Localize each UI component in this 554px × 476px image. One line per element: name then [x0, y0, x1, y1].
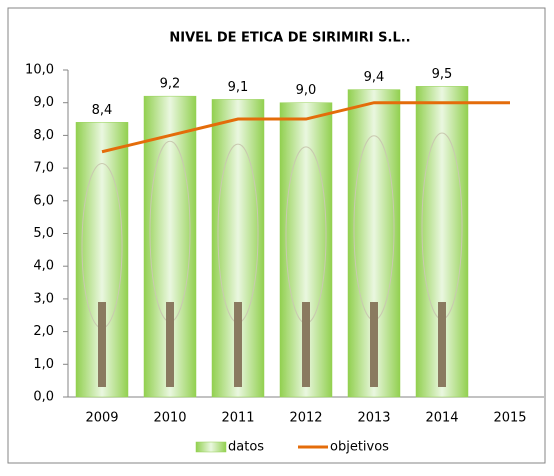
chart-title: NIVEL DE ETICA DE SIRIMIRI S.L..	[169, 31, 410, 46]
x-tick-label: 2009	[85, 411, 118, 426]
y-tick-label: 7,0	[33, 161, 54, 176]
legend-label: objetivos	[330, 440, 389, 455]
line	[101, 101, 510, 154]
y-tick-label: 1,0	[33, 357, 54, 372]
x-tick-label: 2014	[425, 411, 458, 426]
bulb-base	[370, 302, 378, 387]
value-label: 9,1	[228, 80, 249, 95]
legend-label: datos	[228, 440, 264, 455]
value-label: 9,2	[160, 77, 181, 92]
legend-swatch	[195, 441, 227, 453]
value-label: 9,4	[364, 70, 385, 85]
x-tick-label: 2010	[153, 411, 186, 426]
bulb-base	[98, 302, 106, 387]
bulb-base	[234, 302, 242, 387]
y-tick-label: 0,0	[33, 390, 54, 405]
y-tick-label: 8,0	[33, 128, 54, 143]
bulb-base	[438, 302, 446, 387]
value-label: 8,4	[92, 103, 113, 118]
value-label: 9,5	[432, 67, 453, 82]
x-tick-label: 2013	[357, 411, 390, 426]
bulb-base	[302, 302, 310, 387]
x-tick-label: 2011	[221, 411, 254, 426]
x-tick-label: 2012	[289, 411, 322, 426]
bulb-base	[166, 302, 174, 387]
y-tick-label: 2,0	[33, 324, 54, 339]
y-tick-label: 10,0	[25, 63, 54, 78]
y-tick-label: 3,0	[33, 291, 54, 306]
value-label: 9,0	[296, 83, 317, 98]
x-tick-label: 2015	[493, 411, 526, 426]
y-tick-label: 5,0	[33, 226, 54, 241]
y-tick-label: 9,0	[33, 95, 54, 110]
y-tick-label: 6,0	[33, 193, 54, 208]
y-tick-label: 4,0	[33, 259, 54, 274]
